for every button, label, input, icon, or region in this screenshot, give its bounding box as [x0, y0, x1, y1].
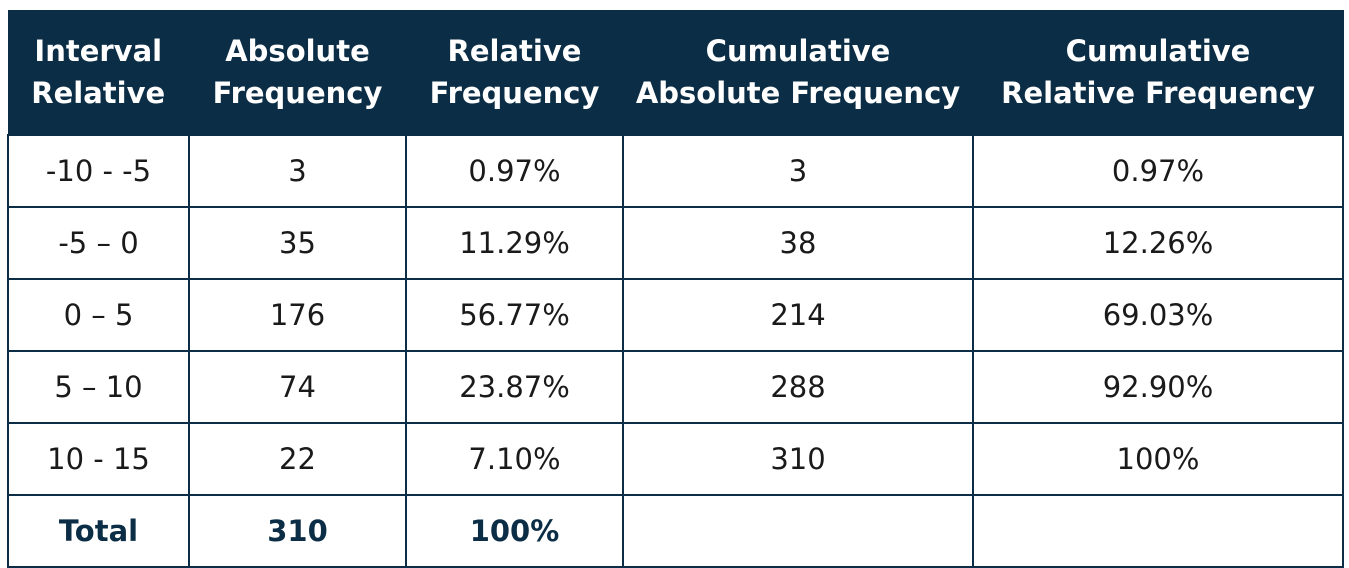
header-line: Relative	[31, 76, 166, 110]
header-cumulative-relative-frequency: Cumulative Relative Frequency	[973, 10, 1344, 135]
cell-cumulative-relative: 0.97%	[972, 134, 1344, 208]
table-row: -5 – 0 35 11.29% 38 12.26%	[7, 206, 1344, 280]
header-line: Absolute	[225, 34, 370, 68]
cell-interval: 0 – 5	[7, 278, 190, 352]
header-absolute-frequency: Absolute Frequency	[189, 10, 407, 135]
cell-relative-frequency: 0.97%	[405, 134, 624, 208]
header-line: Cumulative	[1065, 34, 1251, 68]
table-row: 5 – 10 74 23.87% 288 92.90%	[7, 350, 1344, 424]
cell-absolute-frequency: 3	[188, 134, 407, 208]
header-line: Interval	[34, 34, 163, 68]
cell-absolute-frequency: 176	[188, 278, 407, 352]
total-label: Total	[7, 494, 190, 568]
cell-cumulative-relative: 92.90%	[972, 350, 1344, 424]
cell-cumulative-relative: 69.03%	[972, 278, 1344, 352]
cell-absolute-frequency: 35	[188, 206, 407, 280]
cell-relative-frequency: 56.77%	[405, 278, 624, 352]
header-line: Relative Frequency	[1001, 76, 1315, 110]
total-absolute-frequency: 310	[188, 494, 407, 568]
header-relative-frequency: Relative Frequency	[406, 10, 624, 135]
cell-interval: 5 – 10	[7, 350, 190, 424]
cell-relative-frequency: 23.87%	[405, 350, 624, 424]
table-row: -10 - -5 3 0.97% 3 0.97%	[7, 134, 1344, 208]
cell-cumulative-absolute: 214	[622, 278, 974, 352]
cell-cumulative-absolute: 310	[622, 422, 974, 496]
cell-cumulative-relative: 100%	[972, 422, 1344, 496]
header-line: Frequency	[212, 76, 383, 110]
total-cumulative-absolute	[622, 494, 974, 568]
cell-cumulative-absolute: 288	[622, 350, 974, 424]
cell-absolute-frequency: 22	[188, 422, 407, 496]
header-interval-relative: Interval Relative	[8, 10, 190, 135]
cell-cumulative-absolute: 3	[622, 134, 974, 208]
cell-relative-frequency: 11.29%	[405, 206, 624, 280]
header-line: Cumulative	[705, 34, 891, 68]
cell-interval: -10 - -5	[7, 134, 190, 208]
header-cumulative-absolute-frequency: Cumulative Absolute Frequency	[623, 10, 974, 135]
table-row: 0 – 5 176 56.77% 214 69.03%	[7, 278, 1344, 352]
header-row: Interval Relative Absolute Frequency Rel…	[8, 10, 1344, 135]
table-row: 10 - 15 22 7.10% 310 100%	[7, 422, 1344, 496]
cell-interval: 10 - 15	[7, 422, 190, 496]
frequency-table-container: Interval Relative Absolute Frequency Rel…	[7, 10, 1344, 568]
total-cumulative-relative	[972, 494, 1344, 568]
frequency-table: Interval Relative Absolute Frequency Rel…	[7, 10, 1344, 568]
header-line: Frequency	[429, 76, 600, 110]
cell-relative-frequency: 7.10%	[405, 422, 624, 496]
total-row: Total 310 100%	[7, 494, 1344, 568]
cell-cumulative-absolute: 38	[622, 206, 974, 280]
total-relative-frequency: 100%	[405, 494, 624, 568]
cell-interval: -5 – 0	[7, 206, 190, 280]
header-line: Relative	[447, 34, 582, 68]
cell-cumulative-relative: 12.26%	[972, 206, 1344, 280]
header-line: Absolute Frequency	[635, 76, 961, 110]
cell-absolute-frequency: 74	[188, 350, 407, 424]
